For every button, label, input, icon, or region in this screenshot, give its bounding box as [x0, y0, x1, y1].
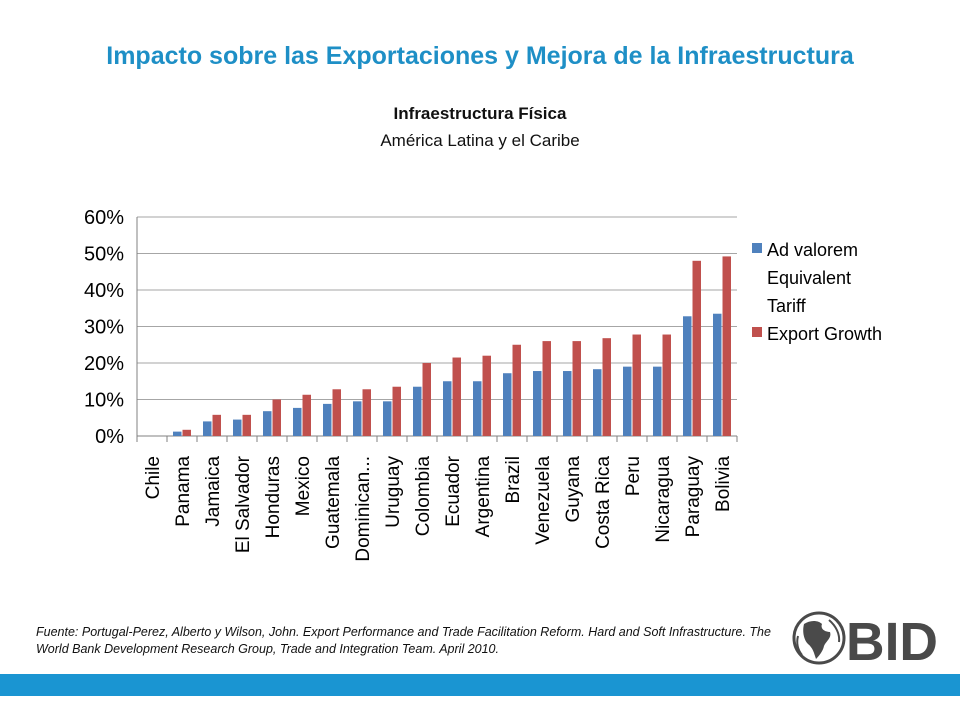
- legend-entry: Ad valorem: [767, 240, 858, 260]
- bar: [563, 371, 572, 436]
- x-tick-label: Bolivia: [713, 456, 734, 512]
- bar: [512, 344, 521, 436]
- legend-entry: Tariff: [767, 296, 807, 316]
- x-tick-label: Guatemala: [323, 456, 344, 549]
- x-tick-label: Guyana: [563, 456, 584, 523]
- bar: [302, 394, 311, 436]
- y-tick-label: 20%: [84, 353, 124, 375]
- x-tick-label: Venezuela: [533, 456, 554, 545]
- y-tick-label: 60%: [84, 207, 124, 229]
- globe-icon: [792, 611, 846, 665]
- x-tick-label: Mexico: [293, 456, 314, 516]
- bar: [272, 399, 281, 436]
- bar: [353, 401, 362, 436]
- bar: [392, 386, 401, 436]
- x-tick-label: Jamaica: [203, 456, 224, 527]
- bar: [533, 371, 542, 436]
- bar: [233, 419, 242, 436]
- x-tick-label: El Salvador: [233, 455, 254, 553]
- x-tick-label: Uruguay: [383, 456, 404, 528]
- x-tick-label: Chile: [143, 456, 164, 499]
- x-tick-label: Nicaragua: [653, 456, 674, 543]
- y-tick-label: 10%: [84, 390, 124, 412]
- x-tick-label: Costa Rica: [593, 456, 614, 549]
- x-tick-label: Brazil: [503, 456, 524, 504]
- bar: [692, 260, 701, 436]
- y-tick-label: 0%: [95, 426, 124, 448]
- bar: [722, 256, 731, 436]
- bar: [662, 334, 671, 436]
- slide-title: Impacto sobre las Exportaciones y Mejora…: [106, 42, 854, 70]
- y-tick-label: 30%: [84, 317, 124, 339]
- bar: [593, 369, 602, 436]
- bar: [242, 414, 251, 436]
- legend-swatch: [752, 243, 762, 253]
- bar: [362, 389, 371, 436]
- legend-entry: Equivalent: [767, 268, 851, 288]
- bar: [182, 429, 191, 436]
- bar: [203, 421, 212, 436]
- bar-chart: 0% 10% 20% 30% 40% 50% 60% Chile Panama Jamaica El…: [84, 207, 882, 562]
- legend-swatch: [752, 327, 762, 337]
- bid-logo: BID: [792, 611, 938, 666]
- chart-title: Infraestructura Física: [393, 104, 567, 123]
- bar: [632, 334, 641, 436]
- bar: [713, 313, 722, 436]
- bar: [623, 366, 632, 436]
- bar: [452, 357, 461, 436]
- bar: [323, 403, 332, 436]
- x-tick-label: Honduras: [263, 456, 284, 538]
- x-tick-label: Peru: [623, 456, 644, 496]
- bar: [482, 355, 491, 436]
- source-note: Fuente: Portugal-Perez, Alberto y Wilson…: [36, 625, 771, 656]
- x-tick-label: Argentina: [473, 456, 494, 538]
- bar: [443, 381, 452, 436]
- bar: [572, 341, 581, 436]
- y-tick-label: 40%: [84, 280, 124, 302]
- bar: [293, 407, 302, 436]
- bar: [422, 363, 431, 436]
- bar: [413, 386, 422, 436]
- bar: [383, 401, 392, 436]
- bar: [263, 411, 272, 436]
- x-tick-label: Ecuador: [443, 455, 464, 526]
- x-tick-label: Colombia: [413, 456, 434, 537]
- bar: [503, 373, 512, 436]
- footer-bar: [0, 674, 960, 696]
- bar: [602, 338, 611, 436]
- chart-subtitle: América Latina y el Caribe: [380, 131, 580, 150]
- bar: [653, 366, 662, 436]
- x-tick-label: Dominican...: [353, 456, 374, 562]
- bar: [542, 341, 551, 436]
- bar: [332, 389, 341, 436]
- bar: [473, 381, 482, 436]
- y-tick-label: 50%: [84, 244, 124, 266]
- bar: [212, 414, 221, 436]
- bar: [173, 431, 182, 436]
- x-tick-label: Panama: [173, 456, 194, 527]
- logo-text: BID: [846, 612, 938, 666]
- x-tick-label: Paraguay: [683, 456, 704, 538]
- legend-entry: Export Growth: [767, 324, 882, 344]
- bar: [683, 316, 692, 436]
